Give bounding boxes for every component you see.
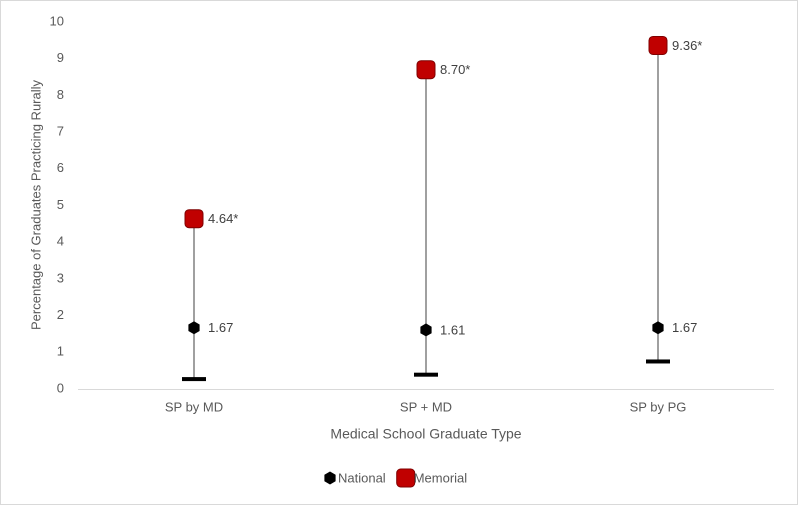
memorial-marker	[648, 35, 668, 55]
x-tick-label: SP by PG	[630, 399, 687, 414]
y-tick-label: 10	[50, 13, 64, 28]
x-tick-label: SP + MD	[400, 399, 452, 414]
low-marker	[646, 359, 670, 364]
national-marker	[420, 323, 432, 337]
data-label: 1.61	[440, 322, 465, 337]
data-label: 4.64*	[208, 211, 238, 226]
low-marker	[414, 372, 438, 377]
national-marker	[188, 321, 200, 335]
data-label: 1.67	[672, 320, 697, 335]
x-axis-title: Medical School Graduate Type	[330, 426, 521, 442]
legend-label: National	[338, 470, 386, 485]
memorial-marker	[416, 60, 436, 80]
y-tick-label: 8	[57, 87, 64, 102]
y-tick-label: 5	[57, 197, 64, 212]
low-marker	[182, 377, 206, 382]
y-axis-title: Percentage of Graduates Practicing Rural…	[28, 79, 43, 330]
y-tick-label: 6	[57, 160, 64, 175]
x-tick-label: SP by MD	[165, 399, 223, 414]
memorial-marker	[396, 468, 416, 488]
y-tick-label: 3	[57, 270, 64, 285]
y-tick-label: 9	[57, 50, 64, 65]
data-label: 8.70*	[440, 62, 470, 77]
memorial-marker	[184, 209, 204, 229]
y-tick-label: 7	[57, 124, 64, 139]
national-marker	[324, 471, 336, 485]
y-tick-label: 1	[57, 344, 64, 359]
y-tick-label: 4	[57, 234, 64, 249]
data-label: 9.36*	[672, 38, 702, 53]
y-tick-label: 2	[57, 307, 64, 322]
data-label: 1.67	[208, 320, 233, 335]
y-tick-label: 0	[57, 380, 64, 395]
national-marker	[652, 321, 664, 335]
legend-label: Memorial	[414, 470, 468, 485]
